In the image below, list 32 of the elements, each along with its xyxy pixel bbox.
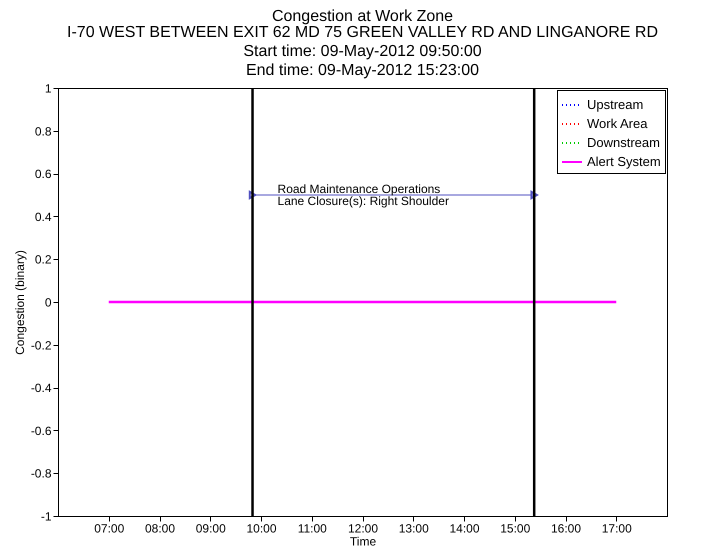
y-tick-label: 0.6 (34, 167, 52, 182)
y-tick-label: 0 (44, 296, 52, 310)
y-tick-label: -0.6 (30, 424, 52, 438)
x-tick-label: 10:00 (246, 522, 277, 536)
y-tick-label: -0.4 (30, 381, 52, 396)
x-tick-label: 07:00 (94, 522, 125, 536)
x-tick-label: 08:00 (144, 522, 176, 536)
x-tick-label: 14:00 (449, 522, 480, 536)
y-tick-label: 0.4 (34, 210, 52, 224)
x-tick-label: 16:00 (550, 522, 582, 536)
legend-label: Work Area (587, 116, 648, 131)
y-tick-label: 1 (44, 82, 52, 96)
x-axis-title: Time (350, 534, 376, 548)
x-tick-label: 11:00 (298, 522, 328, 536)
x-tick-label: 13:00 (398, 522, 430, 536)
x-tick-label: 09:00 (196, 522, 226, 536)
chart-title: Congestion at Work Zone (272, 8, 454, 25)
y-tick-label: -1 (40, 510, 52, 524)
y-tick-label: -0.8 (30, 466, 52, 481)
annotation: Road Maintenance Operations (278, 182, 440, 196)
y-tick-label: 0.8 (34, 124, 52, 138)
annotation: Lane Closure(s): Right Shoulder (278, 194, 449, 208)
legend-label: Downstream (587, 135, 660, 150)
chart-subtitle: I-70 WEST BETWEEN EXIT 62 MD 75 GREEN VALLEY RD AND LINGANORE RD Start time: 09-May-2012 09:50:00 End time: 09-May-2012 15:23:00 (67, 24, 658, 79)
y-axis-title: Congestion (binary) (12, 250, 27, 355)
x-tick-label: 17:00 (602, 522, 632, 536)
y-tick-label: -0.2 (30, 338, 52, 352)
x-tick-label: 12:00 (348, 522, 378, 536)
legend-label: Alert System (587, 154, 661, 169)
legend-label: Upstream (587, 97, 644, 112)
x-tick-label: 15:00 (500, 522, 531, 536)
y-tick-label: 0.2 (34, 252, 52, 267)
